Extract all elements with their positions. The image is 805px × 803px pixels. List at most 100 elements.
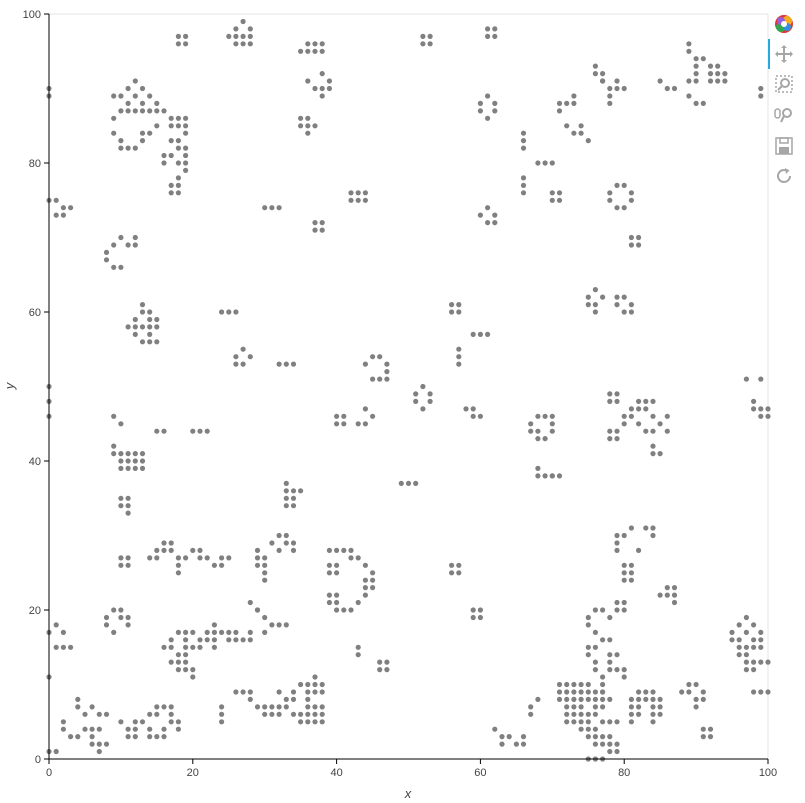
data-point	[68, 205, 74, 211]
data-point	[326, 562, 332, 568]
y-tick-label: 0	[35, 754, 41, 766]
data-point	[269, 622, 275, 628]
data-point	[334, 421, 340, 427]
data-point	[607, 748, 613, 755]
data-point	[585, 719, 591, 725]
data-point	[693, 696, 699, 703]
data-point	[571, 711, 577, 717]
x-tick-label: 20	[187, 767, 199, 779]
data-point	[607, 436, 613, 442]
data-point	[68, 644, 74, 650]
data-point	[636, 696, 642, 703]
data-point	[614, 547, 620, 554]
data-point	[254, 547, 261, 554]
data-point	[326, 547, 332, 554]
data-point	[765, 413, 771, 419]
data-point	[549, 190, 555, 196]
data-point	[607, 197, 613, 203]
data-point	[334, 607, 340, 613]
data-point	[600, 674, 606, 680]
data-point	[485, 26, 491, 32]
data-point	[743, 667, 750, 673]
data-point	[312, 719, 318, 725]
data-point	[636, 421, 642, 427]
data-point	[715, 78, 721, 84]
data-point	[53, 197, 59, 203]
data-point	[290, 503, 297, 509]
data-point	[377, 667, 383, 673]
data-point	[276, 689, 282, 695]
data-point	[348, 190, 354, 196]
data-point	[204, 637, 210, 643]
y-tick-label: 100	[23, 9, 41, 21]
data-point	[650, 696, 656, 703]
data-point	[348, 607, 354, 613]
plot-toolbar	[768, 0, 805, 803]
data-point	[614, 398, 620, 404]
data-point	[621, 532, 627, 539]
data-point	[154, 324, 160, 330]
bokeh-logo-icon[interactable]	[772, 12, 796, 36]
data-point	[60, 205, 66, 211]
data-point	[154, 704, 160, 710]
reset-icon[interactable]	[772, 164, 796, 188]
data-point	[183, 130, 189, 136]
data-point	[643, 689, 649, 695]
data-point	[247, 26, 253, 32]
data-point	[355, 555, 361, 561]
data-point	[175, 138, 181, 144]
data-point	[715, 63, 721, 69]
data-point	[650, 704, 656, 710]
data-point	[290, 711, 297, 717]
data-point	[334, 547, 340, 554]
data-point	[298, 681, 304, 688]
data-point	[564, 100, 570, 106]
data-point	[614, 607, 620, 613]
data-point	[736, 644, 742, 650]
pan-icon[interactable]	[772, 42, 796, 66]
data-point	[621, 570, 627, 576]
data-point	[592, 689, 599, 695]
data-point	[614, 667, 620, 673]
data-point	[132, 234, 138, 241]
data-point	[276, 361, 282, 367]
data-point	[247, 637, 253, 643]
data-point	[326, 78, 332, 84]
data-point	[355, 421, 361, 427]
data-point	[628, 570, 635, 576]
data-point	[247, 354, 253, 360]
data-point	[226, 629, 232, 636]
data-point	[240, 346, 246, 352]
data-point	[520, 175, 527, 181]
data-point	[556, 696, 563, 703]
data-point	[628, 242, 635, 248]
data-point	[319, 220, 325, 226]
data-point	[175, 115, 181, 121]
data-point	[600, 607, 606, 613]
data-point	[305, 704, 311, 710]
data-point	[384, 667, 390, 673]
data-point	[693, 100, 699, 106]
save-icon[interactable]	[772, 134, 796, 158]
data-point	[707, 734, 714, 740]
data-point	[96, 726, 102, 732]
data-point	[334, 562, 340, 568]
data-point	[175, 175, 181, 181]
data-point	[628, 234, 635, 241]
box-zoom-icon[interactable]	[772, 72, 796, 96]
data-point	[585, 302, 591, 308]
data-point	[132, 242, 138, 248]
data-point	[118, 503, 124, 509]
x-tick-label: 100	[759, 767, 777, 779]
data-point	[183, 659, 189, 665]
data-point	[161, 160, 167, 166]
data-point	[470, 607, 476, 613]
data-point	[168, 190, 174, 196]
data-point	[226, 309, 232, 315]
data-point	[154, 108, 160, 114]
data-point	[89, 726, 95, 732]
data-point	[736, 622, 742, 628]
wheel-zoom-icon[interactable]	[772, 103, 796, 127]
data-point	[362, 190, 368, 196]
